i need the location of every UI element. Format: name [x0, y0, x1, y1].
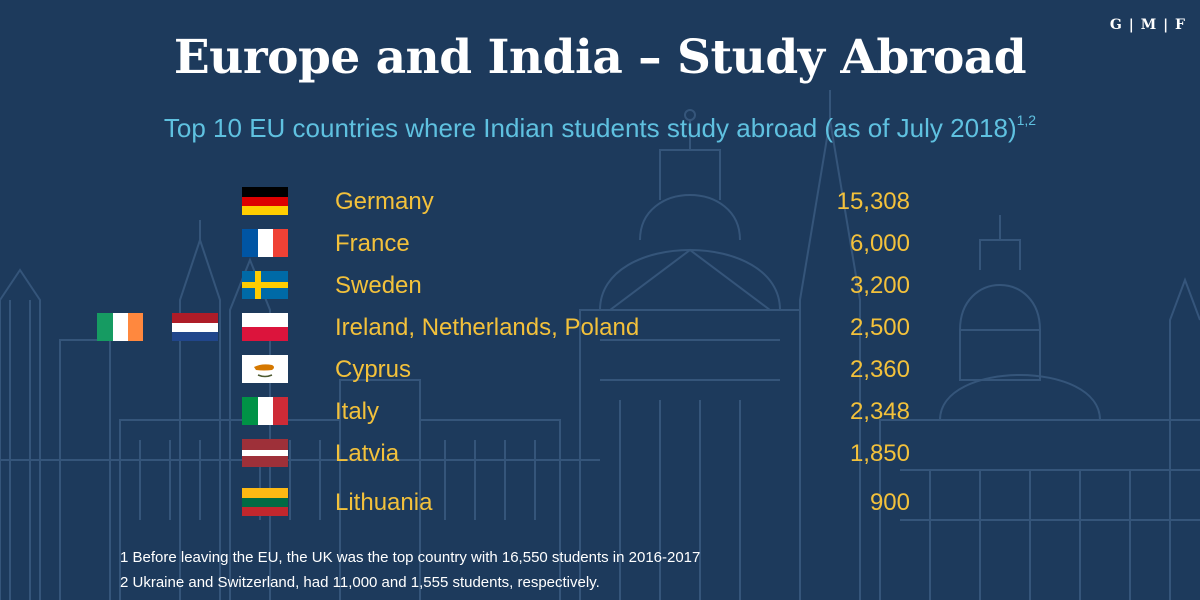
student-count-label: 900 — [869, 489, 910, 516]
table-row: Germany 15,308 — [0, 180, 1200, 222]
country-label: Ireland, Netherlands, Poland — [335, 314, 640, 341]
footnote-1: 1 Before leaving the EU, the UK was the … — [120, 549, 701, 566]
ireland-flag-icon — [97, 313, 143, 341]
footnotes: 1 Before leaving the EU, the UK was the … — [120, 545, 700, 595]
student-count-label: 15,308 — [836, 188, 910, 215]
sweden-flag-icon — [242, 271, 288, 299]
country-label: Italy — [335, 398, 380, 425]
table-row: Lithuania 900 — [0, 481, 1200, 523]
subtitle-text: Top 10 EU countries where Indian student… — [163, 113, 1017, 143]
italy-flag-icon — [242, 397, 288, 425]
country-label: Lithuania — [335, 489, 433, 516]
table-row: Latvia 1,850 — [0, 432, 1200, 474]
france-flag-icon — [242, 229, 288, 257]
subtitle: Top 10 EU countries where Indian student… — [0, 112, 1200, 144]
country-label: Cyprus — [335, 356, 412, 383]
table-row: France 6,000 — [0, 222, 1200, 264]
germany-flag-icon — [242, 187, 288, 215]
gmf-logo: G | M | F — [1109, 17, 1186, 33]
latvia-flag-icon — [242, 439, 288, 467]
table-row: Sweden 3,200 — [0, 264, 1200, 306]
country-label: Sweden — [335, 272, 422, 299]
student-count-label: 1,850 — [849, 440, 910, 467]
netherlands-flag-icon — [172, 313, 218, 341]
student-count-label: 6,000 — [849, 230, 910, 257]
country-label: Germany — [335, 188, 434, 215]
table-row: Italy 2,348 — [0, 390, 1200, 432]
student-count-label: 2,500 — [849, 314, 910, 341]
cyprus-flag-icon — [242, 355, 288, 383]
student-count-label: 2,360 — [849, 356, 910, 383]
student-count-label: 3,200 — [849, 272, 910, 299]
lithuania-flag-icon — [242, 488, 288, 516]
student-count-label: 2,348 — [849, 398, 910, 425]
footnote-2: 2 Ukraine and Switzerland, had 11,000 an… — [120, 574, 600, 591]
country-label: France — [335, 230, 410, 257]
poland-flag-icon — [242, 313, 288, 341]
table-row: Ireland, Netherlands, Poland 2,500 — [0, 306, 1200, 348]
page-title: Europe and India – Study Abroad — [173, 30, 1027, 85]
table-row: Cyprus 2,360 — [0, 348, 1200, 390]
country-label: Latvia — [335, 440, 400, 467]
subtitle-footnote-refs: 1,2 — [1016, 112, 1037, 129]
